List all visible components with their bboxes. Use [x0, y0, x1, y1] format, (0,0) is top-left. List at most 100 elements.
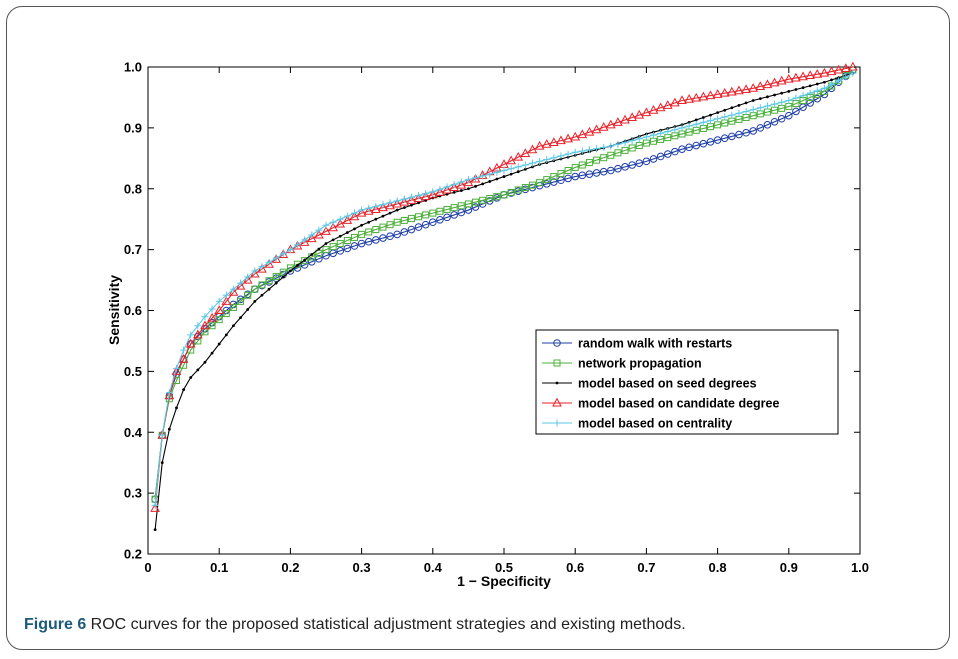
data-point — [536, 157, 544, 165]
data-point — [756, 124, 765, 132]
data-point — [635, 135, 643, 143]
data-point — [721, 113, 729, 121]
data-point — [343, 236, 351, 244]
plot-area: 0 0.1 0.2 0.3 0.4 0.5 0.6 0.7 0.8 0.9 1.0 0.2 0.3 0.4… — [124, 60, 869, 576]
data-point — [237, 279, 245, 287]
data-point — [379, 201, 387, 209]
data-point — [435, 187, 445, 196]
data-point — [506, 155, 516, 165]
legend-items: random walk with restarts network propaga… — [542, 337, 779, 431]
data-point — [343, 244, 352, 253]
data-point — [450, 211, 458, 219]
data-point — [787, 89, 791, 93]
data-point — [521, 161, 529, 169]
data-point — [531, 165, 534, 169]
data-point — [650, 131, 658, 139]
data-point — [564, 166, 572, 174]
data-point — [600, 143, 608, 151]
data-point — [374, 217, 378, 221]
data-point — [785, 111, 793, 120]
data-point — [550, 154, 558, 162]
data-point — [812, 69, 823, 78]
y-tick-label: 0.7 — [124, 242, 142, 257]
data-point — [692, 120, 700, 128]
data-point — [713, 136, 722, 144]
data-point — [828, 81, 836, 89]
series-3 — [153, 71, 855, 532]
data-point — [307, 258, 316, 266]
data-point — [350, 233, 358, 241]
legend: random walk with restarts network propaga… — [535, 329, 839, 435]
data-point — [592, 169, 601, 177]
data-point — [585, 146, 593, 154]
data-point — [656, 152, 665, 161]
data-point — [463, 177, 474, 187]
data-point — [353, 227, 356, 231]
data-point — [322, 221, 330, 229]
data-point — [758, 97, 762, 101]
data-point — [356, 207, 367, 217]
data-point — [249, 268, 260, 278]
y-tick-label: 1.0 — [124, 60, 142, 75]
data-point — [471, 203, 480, 211]
plot-box — [147, 66, 861, 555]
data-point — [272, 254, 280, 262]
legend-label: network propagation — [578, 357, 702, 371]
data-point — [187, 331, 195, 339]
data-point — [196, 368, 200, 372]
y-tick-label: 0.3 — [124, 486, 142, 501]
data-point — [826, 66, 837, 76]
legend-swatch-marker — [552, 397, 562, 407]
data-point — [303, 258, 307, 262]
data-point — [258, 281, 266, 289]
data-point — [420, 191, 431, 201]
data-point — [165, 389, 173, 397]
data-point — [737, 103, 741, 107]
data-point — [520, 148, 531, 157]
data-point — [402, 206, 406, 210]
data-point — [593, 145, 601, 153]
data-point — [150, 503, 160, 512]
data-point — [407, 215, 415, 223]
data-point — [321, 226, 331, 235]
series-line — [154, 69, 854, 500]
data-point — [614, 149, 622, 157]
data-point — [372, 236, 380, 244]
data-point — [208, 322, 216, 330]
data-point — [830, 78, 833, 82]
data-point — [324, 242, 328, 245]
data-point — [687, 120, 691, 124]
data-point — [472, 174, 480, 182]
data-point — [691, 92, 702, 102]
data-point — [457, 202, 465, 210]
data-point — [712, 89, 723, 98]
data-point — [175, 406, 178, 410]
data-point — [734, 85, 744, 95]
data-point — [578, 147, 586, 155]
data-point — [172, 364, 180, 372]
data-point — [386, 221, 394, 229]
data-point — [655, 102, 666, 112]
data-point — [528, 181, 536, 189]
data-point — [735, 130, 743, 139]
legend-label: model based on centrality — [578, 417, 732, 431]
series-5 — [151, 69, 857, 509]
data-point — [620, 114, 630, 124]
data-point — [778, 98, 786, 106]
data-point — [613, 117, 623, 126]
legend-entry: network propagation — [542, 357, 702, 371]
x-tick-label: 0.9 — [780, 560, 798, 575]
data-point — [265, 277, 273, 285]
data-point — [350, 242, 359, 250]
data-point — [343, 212, 351, 220]
data-point — [685, 122, 693, 130]
data-point — [258, 263, 266, 271]
data-point — [367, 220, 371, 224]
data-point — [507, 165, 515, 173]
data-point — [792, 94, 800, 102]
data-point — [357, 239, 366, 248]
data-point — [158, 431, 166, 439]
data-point — [578, 171, 587, 180]
data-point — [427, 189, 438, 199]
data-point — [486, 170, 494, 178]
